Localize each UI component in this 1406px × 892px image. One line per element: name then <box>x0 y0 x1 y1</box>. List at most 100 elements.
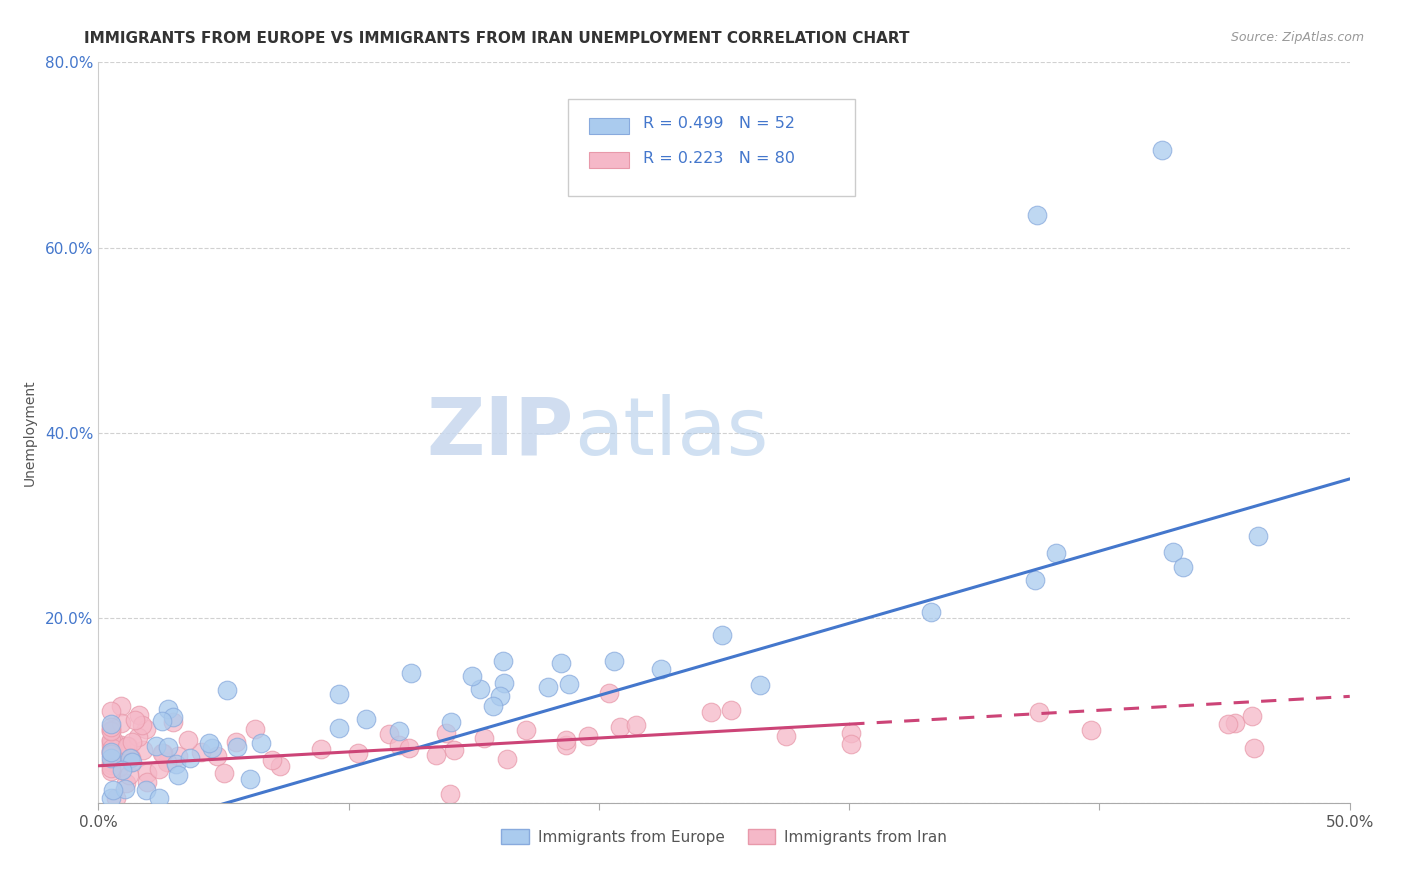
Point <box>100 758 122 772</box>
Point <box>100 745 122 759</box>
Point <box>115 776 138 790</box>
Text: ZIP: ZIP <box>426 393 574 472</box>
Point <box>100 723 122 738</box>
Point <box>152 747 174 761</box>
Point <box>347 746 370 760</box>
Point <box>470 681 492 696</box>
Point <box>439 787 461 801</box>
Point <box>110 698 132 713</box>
Point <box>107 759 129 773</box>
Point <box>558 677 581 691</box>
Point <box>100 791 122 805</box>
Point <box>269 759 291 773</box>
Point <box>103 733 125 747</box>
Point <box>110 738 132 752</box>
Point <box>135 775 157 789</box>
Point <box>555 733 578 747</box>
Point <box>1216 717 1239 731</box>
Point <box>1171 560 1194 574</box>
Point <box>262 753 284 767</box>
Point <box>135 783 157 797</box>
Point <box>377 727 399 741</box>
Point <box>492 676 515 690</box>
Point <box>920 605 942 619</box>
Point <box>167 768 190 782</box>
Point <box>157 701 180 715</box>
Point <box>425 747 447 762</box>
Point <box>121 734 143 748</box>
Point <box>1246 529 1268 543</box>
Point <box>489 689 512 703</box>
Point <box>1026 208 1049 222</box>
Point <box>198 736 221 750</box>
Point <box>603 654 626 668</box>
Point <box>212 766 235 780</box>
Point <box>537 680 560 694</box>
Point <box>398 740 420 755</box>
Point <box>162 714 184 729</box>
Point <box>472 731 495 745</box>
Text: IMMIGRANTS FROM EUROPE VS IMMIGRANTS FROM IRAN UNEMPLOYMENT CORRELATION CHART: IMMIGRANTS FROM EUROPE VS IMMIGRANTS FRO… <box>84 31 910 46</box>
Point <box>434 726 457 740</box>
Point <box>1243 740 1265 755</box>
FancyBboxPatch shape <box>568 99 855 195</box>
Bar <box>589 118 628 135</box>
Point <box>150 747 173 761</box>
Point <box>100 723 122 737</box>
Point <box>1161 544 1184 558</box>
Point <box>328 722 350 736</box>
Point <box>491 654 513 668</box>
Point <box>117 739 139 753</box>
Point <box>101 741 124 756</box>
Point <box>217 683 239 698</box>
Point <box>107 740 129 755</box>
Point <box>132 742 155 756</box>
Point <box>100 745 122 759</box>
Point <box>162 710 184 724</box>
Point <box>1150 144 1173 158</box>
Y-axis label: Unemployment: Unemployment <box>22 379 37 486</box>
Point <box>128 707 150 722</box>
Point <box>179 750 201 764</box>
Point <box>243 722 266 736</box>
Point <box>101 783 124 797</box>
Point <box>156 755 179 769</box>
Point <box>100 751 122 765</box>
Point <box>226 739 249 754</box>
Point <box>775 729 797 743</box>
Point <box>650 662 672 676</box>
Point <box>387 723 409 738</box>
Point <box>100 738 122 752</box>
Text: R = 0.223   N = 80: R = 0.223 N = 80 <box>643 151 794 166</box>
Point <box>111 763 134 777</box>
Point <box>100 764 122 778</box>
Point <box>190 745 212 759</box>
Point <box>100 704 122 718</box>
Point <box>1080 723 1102 738</box>
Point <box>120 756 142 770</box>
Point <box>1024 573 1046 587</box>
Point <box>100 733 122 747</box>
Point <box>311 741 333 756</box>
Point <box>135 722 157 736</box>
Point <box>105 791 128 805</box>
Text: atlas: atlas <box>574 393 768 472</box>
Point <box>127 730 149 744</box>
Point <box>598 686 620 700</box>
Point <box>205 748 228 763</box>
Point <box>201 740 224 755</box>
Point <box>1241 709 1264 723</box>
Point <box>1028 706 1050 720</box>
Point <box>100 755 122 769</box>
Point <box>114 781 136 796</box>
Point <box>145 739 167 754</box>
Point <box>131 718 153 732</box>
Point <box>609 720 631 734</box>
Point <box>100 761 122 775</box>
Point <box>550 656 572 670</box>
Point <box>120 751 142 765</box>
Point <box>1045 546 1067 560</box>
Point <box>118 750 141 764</box>
Point <box>328 687 350 701</box>
Point <box>100 743 122 757</box>
